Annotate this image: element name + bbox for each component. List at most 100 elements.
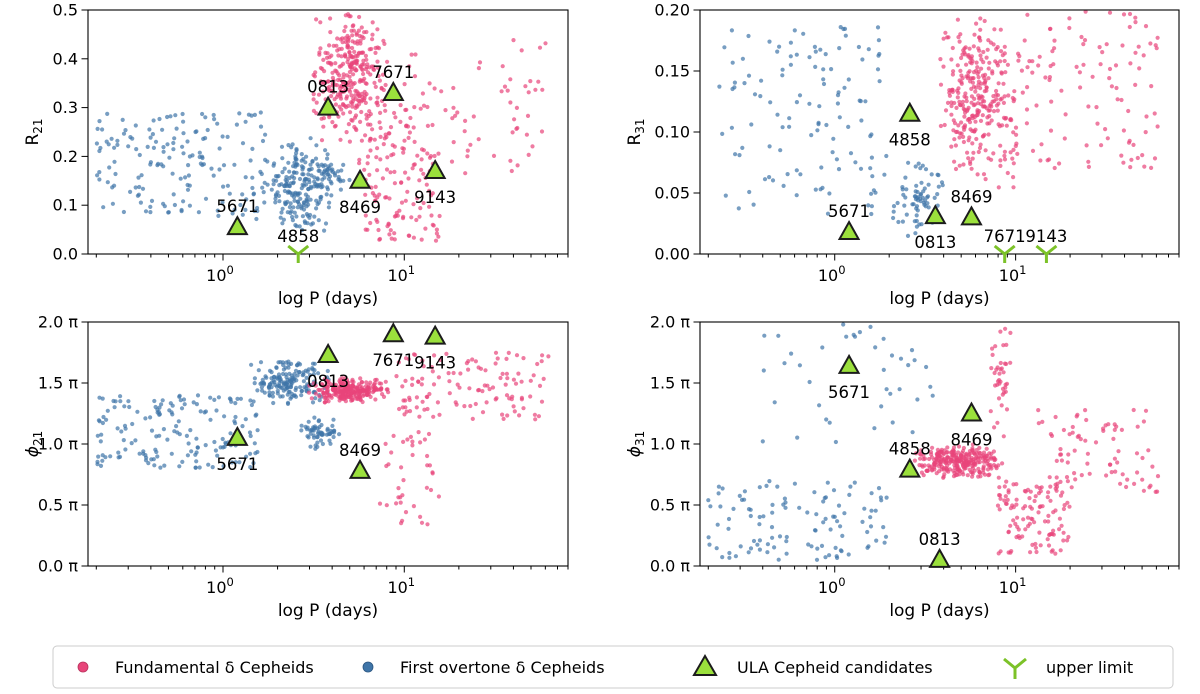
fo-point [729, 28, 735, 33]
fund-point [945, 100, 951, 105]
fund-point [388, 170, 393, 175]
fund-point [346, 392, 351, 397]
fo-point [882, 540, 887, 545]
fo-point [216, 395, 221, 400]
fund-point [971, 450, 976, 455]
fo-point [181, 131, 186, 136]
fund-point [1030, 59, 1035, 64]
fo-point [96, 454, 101, 459]
fund-point [368, 394, 373, 399]
fund-point [1072, 448, 1077, 453]
fund-point [1016, 58, 1021, 63]
fo-point [915, 397, 920, 402]
fo-point [935, 172, 940, 177]
fund-point [498, 375, 503, 381]
fund-point [352, 66, 357, 71]
fund-point [1002, 157, 1008, 162]
fund-point [463, 171, 468, 176]
fund-point [1081, 42, 1086, 47]
fund-point [1037, 54, 1042, 59]
fund-point [330, 75, 335, 80]
fund-point [1070, 430, 1075, 435]
fund-point [970, 442, 976, 447]
fund-point [1074, 64, 1079, 69]
fo-point [126, 144, 131, 149]
fo-point [233, 414, 238, 420]
fo-point [300, 227, 305, 233]
fund-point [363, 213, 368, 218]
fund-point [510, 130, 515, 135]
fund-point [339, 46, 344, 52]
fo-point [749, 122, 754, 127]
fund-point [966, 70, 971, 75]
fund-point [403, 378, 408, 383]
fo-point [167, 155, 172, 160]
fund-point [1133, 50, 1138, 55]
fo-point [178, 176, 183, 181]
fo-point [898, 356, 904, 361]
fund-point [1133, 15, 1138, 20]
fund-point [1058, 452, 1063, 457]
fund-point [937, 450, 943, 455]
fund-point [524, 132, 530, 137]
fund-point [337, 104, 342, 109]
fund-point [330, 120, 335, 125]
ula-candidate-marker [928, 547, 951, 568]
fund-point [962, 125, 967, 130]
fo-point [122, 404, 127, 409]
fo-point [817, 104, 822, 109]
fo-point [770, 178, 776, 183]
fund-point [1077, 70, 1082, 75]
fund-point [419, 167, 424, 172]
y-tick-label: 0.2 [53, 147, 78, 166]
fund-point [316, 387, 321, 392]
fund-point [1053, 508, 1058, 513]
fo-point [195, 445, 200, 450]
fo-point [194, 450, 199, 455]
fo-point [795, 435, 800, 440]
fo-point [197, 154, 202, 160]
fund-point [361, 71, 366, 77]
fo-point [746, 507, 752, 512]
fo-point [797, 93, 803, 98]
fund-point [1030, 148, 1036, 153]
fo-point [312, 415, 317, 420]
fund-point [985, 47, 990, 52]
fund-point [965, 150, 970, 155]
fund-point [971, 150, 976, 155]
fund-point [979, 94, 984, 99]
fund-point [949, 103, 954, 109]
fund-point [995, 420, 1000, 425]
fund-point [400, 146, 405, 151]
fo-point [105, 111, 110, 116]
fo-point [825, 480, 830, 485]
fund-point [324, 389, 330, 394]
fo-point [149, 198, 155, 203]
fo-point [794, 193, 799, 198]
fo-point [303, 192, 308, 197]
fund-point [360, 34, 365, 39]
fo-point [877, 79, 882, 84]
fund-point [314, 111, 319, 116]
fo-point [121, 209, 126, 215]
fund-point [1133, 82, 1138, 87]
fund-point [333, 82, 338, 87]
fund-point [324, 385, 329, 390]
fund-point [386, 390, 391, 395]
fund-point [1048, 498, 1053, 503]
fund-point [373, 198, 378, 203]
fund-point [1003, 326, 1008, 331]
fo-point [884, 495, 889, 500]
fo-point [251, 191, 256, 196]
fo-point [329, 162, 334, 167]
fo-point [888, 391, 893, 396]
fo-point [198, 161, 203, 166]
fo-point [243, 119, 248, 124]
fo-point [308, 162, 313, 167]
fund-point [922, 463, 927, 468]
fund-point [929, 464, 934, 469]
fund-point [986, 156, 991, 161]
fund-point [361, 62, 366, 67]
fund-point [1025, 12, 1030, 17]
candidate-label: 4858 [889, 440, 931, 459]
